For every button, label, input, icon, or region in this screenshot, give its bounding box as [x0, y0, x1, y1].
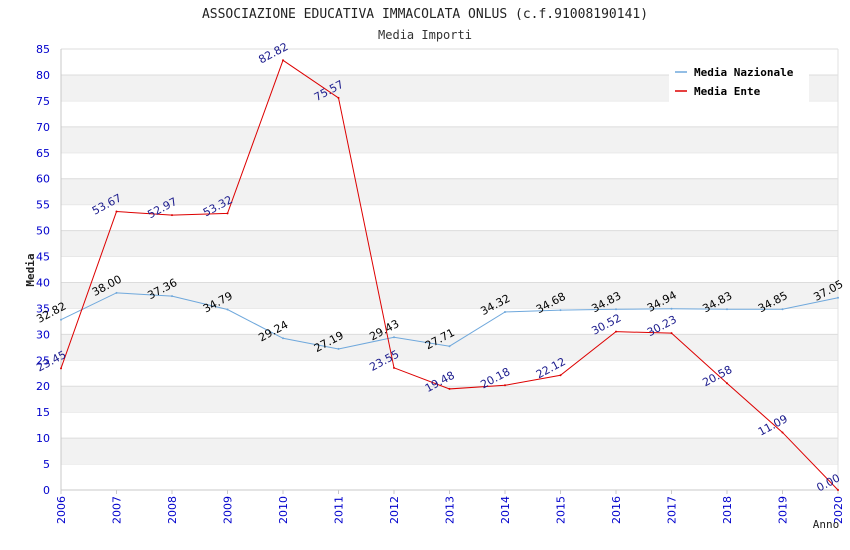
x-tick-label: 2009 [222, 496, 235, 524]
y-tick-label: 20 [36, 380, 50, 393]
y-tick-label: 55 [36, 199, 50, 212]
x-tick-label: 2010 [277, 496, 290, 524]
data-point [559, 309, 562, 312]
x-tick-label: 2011 [333, 496, 346, 524]
data-point [448, 345, 451, 348]
y-tick-label: 70 [36, 121, 50, 134]
x-tick-label: 2016 [610, 496, 623, 524]
y-tick-label: 0 [43, 484, 50, 497]
data-label: 23.45 [34, 348, 68, 374]
y-tick-label: 5 [43, 458, 50, 471]
data-point [115, 291, 118, 294]
data-point [115, 210, 118, 213]
chart-title: ASSOCIAZIONE EDUCATIVA IMMACOLATA ONLUS … [202, 7, 648, 22]
data-point [615, 308, 617, 311]
legend-item-label: Media Ente [694, 85, 761, 98]
x-axis-label: Anno [813, 518, 840, 531]
y-tick-label: 15 [36, 406, 50, 419]
y-tick-label: 60 [36, 173, 50, 186]
data-point [504, 384, 506, 387]
legend-item-label: Media Nazionale [694, 66, 794, 79]
y-tick-label: 80 [36, 69, 50, 82]
x-tick-label: 2007 [111, 496, 124, 524]
data-point [781, 308, 784, 311]
y-axis: 0 5 10 15 20 25 30 35 40 45 50 55 60 65 70 75 80 85 [36, 43, 50, 497]
data-point [448, 387, 451, 390]
x-tick-label: 2019 [777, 496, 790, 524]
x-tick-label: 2013 [444, 496, 457, 524]
data-point [837, 489, 839, 491]
data-point [226, 212, 229, 215]
plot-bands [60, 48, 839, 491]
data-point [171, 214, 173, 217]
y-tick-label: 85 [36, 43, 50, 56]
y-tick-label: 10 [36, 432, 50, 445]
data-point [393, 336, 395, 339]
x-tick-label: 2012 [388, 496, 401, 524]
x-tick-label: 2014 [499, 496, 512, 524]
data-point [615, 330, 617, 333]
y-tick-label: 30 [36, 328, 50, 341]
x-tick-label: 2017 [666, 496, 679, 524]
grid-band [61, 126, 838, 153]
legend: Media Nazionale Media Ente [669, 60, 809, 102]
data-point [670, 307, 673, 310]
y-tick-label: 40 [36, 276, 50, 289]
grid-band [61, 386, 838, 413]
data-point [504, 310, 506, 313]
x-tick-label: 2015 [555, 496, 568, 524]
data-point [337, 96, 340, 99]
y-tick-label: 50 [36, 225, 50, 238]
legend-box [669, 60, 809, 102]
x-tick-label: 2006 [55, 496, 68, 524]
grid-band [61, 438, 838, 465]
y-tick-label: 75 [36, 95, 50, 108]
y-tick-label: 65 [36, 147, 50, 160]
data-point [559, 374, 562, 377]
x-tick-label: 2008 [166, 496, 179, 524]
data-point [670, 332, 673, 335]
grid-band [61, 230, 838, 257]
x-axis: 2006 2007 2008 2009 2010 2011 2012 2013 2014 2015… [55, 490, 845, 524]
data-point [171, 295, 173, 298]
grid-band [61, 334, 838, 361]
data-point [837, 296, 839, 299]
grid-band [61, 282, 838, 309]
y-tick-label: 25 [36, 354, 50, 367]
y-axis-label: Media [24, 253, 37, 286]
data-point [393, 366, 395, 369]
chart-subtitle: Media Importi [378, 28, 472, 42]
data-point [337, 347, 340, 350]
data-point [726, 382, 728, 385]
data-point [60, 367, 62, 370]
x-tick-label: 2020 [832, 496, 845, 524]
y-tick-label: 35 [36, 302, 50, 315]
data-point [781, 431, 784, 434]
data-point [726, 308, 728, 311]
data-point [282, 59, 284, 62]
grid-band [61, 178, 838, 205]
data-point [226, 308, 229, 311]
series-line-media-ente [60, 59, 839, 491]
x-tick-label: 2018 [721, 496, 734, 524]
data-point [60, 318, 62, 321]
y-tick-label: 45 [36, 251, 50, 264]
series-layer [60, 59, 839, 491]
data-point [282, 337, 284, 340]
